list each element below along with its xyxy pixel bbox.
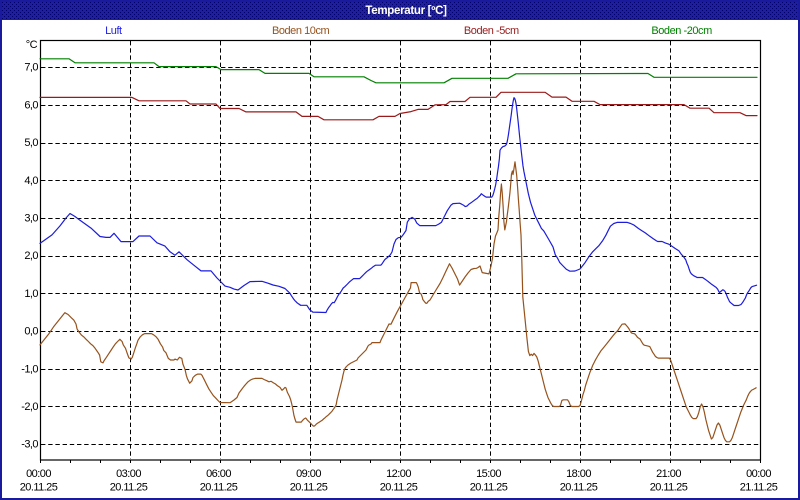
svg-text:Boden 10cm: Boden 10cm bbox=[272, 25, 330, 37]
svg-text:°C: °C bbox=[26, 39, 38, 51]
svg-text:Boden -5cm: Boden -5cm bbox=[464, 25, 519, 37]
svg-text:20.11.25: 20.11.25 bbox=[200, 482, 238, 494]
svg-text:4,0: 4,0 bbox=[24, 175, 38, 187]
svg-text:1,0: 1,0 bbox=[24, 288, 38, 300]
svg-text:18:00: 18:00 bbox=[566, 468, 591, 480]
svg-text:20.11.25: 20.11.25 bbox=[470, 482, 508, 494]
svg-text:09:00: 09:00 bbox=[296, 468, 321, 480]
svg-text:20.11.25: 20.11.25 bbox=[110, 482, 148, 494]
svg-text:20.11.25: 20.11.25 bbox=[380, 482, 418, 494]
svg-text:00:00: 00:00 bbox=[746, 468, 771, 480]
svg-text:06:00: 06:00 bbox=[206, 468, 231, 480]
svg-text:15:00: 15:00 bbox=[476, 468, 501, 480]
svg-text:20.11.25: 20.11.25 bbox=[290, 482, 328, 494]
svg-text:3,0: 3,0 bbox=[24, 213, 38, 225]
svg-text:Temperatur [ºC]: Temperatur [ºC] bbox=[365, 5, 447, 17]
svg-text:6,0: 6,0 bbox=[24, 99, 38, 111]
svg-text:21.11.25: 21.11.25 bbox=[740, 482, 778, 494]
svg-text:21:00: 21:00 bbox=[656, 468, 681, 480]
svg-text:-1,0: -1,0 bbox=[21, 363, 38, 375]
svg-text:0,0: 0,0 bbox=[24, 326, 38, 338]
svg-text:20.11.25: 20.11.25 bbox=[650, 482, 688, 494]
svg-text:00:00: 00:00 bbox=[26, 468, 51, 480]
svg-text:03:00: 03:00 bbox=[116, 468, 141, 480]
svg-text:2,0: 2,0 bbox=[24, 250, 38, 262]
svg-text:20.11.25: 20.11.25 bbox=[20, 482, 58, 494]
svg-text:12:00: 12:00 bbox=[386, 468, 411, 480]
svg-text:Luft: Luft bbox=[105, 25, 122, 37]
svg-text:20.11.25: 20.11.25 bbox=[560, 482, 598, 494]
svg-text:Boden -20cm: Boden -20cm bbox=[651, 25, 712, 37]
svg-text:7,0: 7,0 bbox=[24, 62, 38, 74]
svg-text:-3,0: -3,0 bbox=[21, 439, 38, 451]
svg-text:-2,0: -2,0 bbox=[21, 401, 38, 413]
svg-text:5,0: 5,0 bbox=[24, 137, 38, 149]
